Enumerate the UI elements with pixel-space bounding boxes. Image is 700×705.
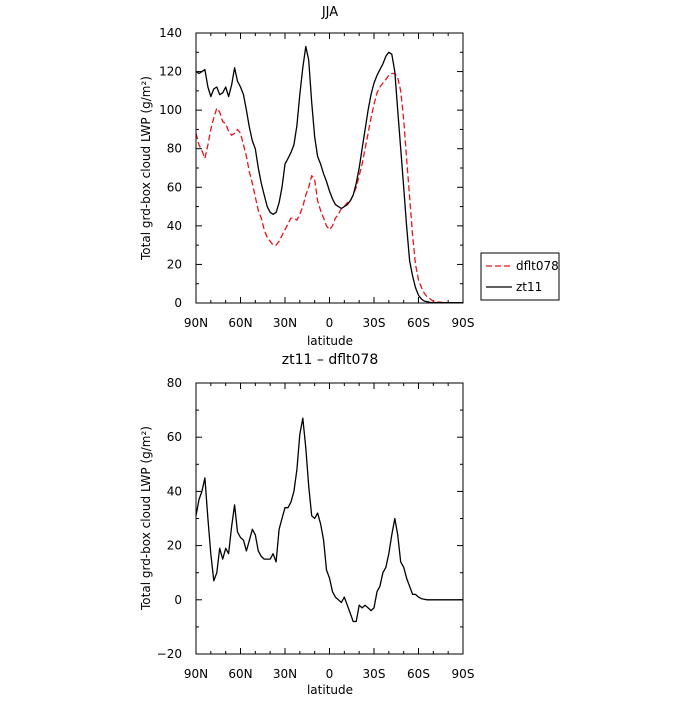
bottom-panel-tick-labels: 90N 60N 30N 0 30S 60S 90S −20 0 20 40 60 80 bbox=[157, 376, 475, 681]
y-tick-label: 20 bbox=[167, 257, 182, 271]
x-tick-label: 90S bbox=[452, 316, 475, 330]
top-panel-title: JJA bbox=[321, 5, 338, 20]
y-tick-label: 20 bbox=[167, 539, 182, 553]
y-tick-label: 80 bbox=[167, 376, 182, 390]
bottom-panel-xlabel: latitude bbox=[307, 683, 353, 697]
y-tick-label: 140 bbox=[159, 26, 182, 40]
x-tick-label: 30N bbox=[273, 316, 297, 330]
x-tick-label: 90S bbox=[452, 667, 475, 681]
bottom-panel-frame bbox=[195, 382, 464, 655]
bottom-panel-title: zt11 – dflt078 bbox=[282, 352, 378, 368]
series-line-zt11 bbox=[195, 45, 463, 304]
y-tick-label: 0 bbox=[174, 593, 182, 607]
bottom-panel: zt11 – dflt078 latitude Total grd-box cl… bbox=[139, 352, 474, 697]
x-tick-label: 90N bbox=[184, 316, 208, 330]
x-tick-label: 60S bbox=[407, 667, 430, 681]
top-panel: JJA latitude Total grd-box cloud LWP (g/… bbox=[139, 5, 474, 348]
x-tick-label: 60S bbox=[407, 316, 430, 330]
legend-box bbox=[480, 252, 560, 301]
y-tick-label: −20 bbox=[157, 647, 182, 661]
top-panel-ylabel: Total grd-box cloud LWP (g/m²) bbox=[139, 76, 153, 261]
top-panel-series bbox=[195, 45, 463, 304]
x-tick-label: 0 bbox=[326, 667, 334, 681]
y-tick-label: 80 bbox=[167, 142, 182, 156]
x-tick-label: 60N bbox=[228, 316, 252, 330]
y-tick-label: 120 bbox=[159, 65, 182, 79]
y-tick-label: 40 bbox=[167, 484, 182, 498]
series-line-dflt078 bbox=[195, 72, 463, 304]
y-tick-label: 100 bbox=[159, 103, 182, 117]
top-panel-frame bbox=[195, 32, 464, 304]
x-tick-label: 90N bbox=[184, 667, 208, 681]
x-tick-label: 30S bbox=[363, 667, 386, 681]
y-tick-label: 60 bbox=[167, 430, 182, 444]
bottom-panel-ylabel: Total grd-box cloud LWP (g/m²) bbox=[139, 426, 153, 611]
legend-label-dflt078: dflt078 bbox=[516, 259, 559, 273]
legend-label-zt11: zt11 bbox=[516, 280, 542, 294]
y-tick-label: 0 bbox=[174, 296, 182, 310]
series-line-difference bbox=[195, 417, 463, 623]
top-panel-tick-labels: 90N 60N 30N 0 30S 60S 90S 0 20 40 60 80 100 120 140 bbox=[159, 26, 474, 330]
y-tick-label: 40 bbox=[167, 219, 182, 233]
x-tick-label: 30S bbox=[363, 316, 386, 330]
x-tick-label: 30N bbox=[273, 667, 297, 681]
legend: dflt078 zt11 bbox=[480, 252, 560, 301]
x-tick-label: 60N bbox=[228, 667, 252, 681]
bottom-panel-series bbox=[195, 417, 463, 623]
x-tick-label: 0 bbox=[326, 316, 334, 330]
y-tick-label: 60 bbox=[167, 180, 182, 194]
top-panel-xlabel: latitude bbox=[307, 334, 353, 348]
